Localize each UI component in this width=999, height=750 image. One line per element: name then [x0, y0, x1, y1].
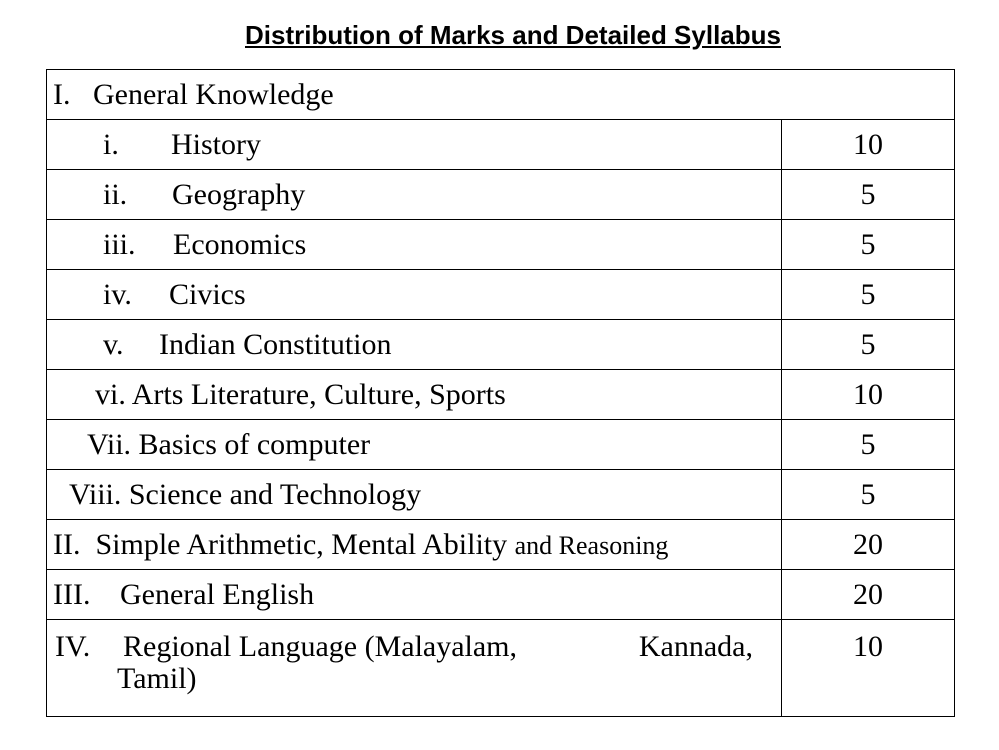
table-row: IV. Regional Language (Malayalam, Kannad…	[46, 619, 955, 717]
section-label-wrap: Tamil)	[117, 662, 197, 695]
marks-cell: 5	[781, 269, 955, 320]
item-label: Civics	[169, 277, 246, 311]
table-row: iii. Economics 5	[46, 219, 955, 270]
marks-cell: 20	[781, 519, 955, 570]
table-row: III. General English 20	[46, 569, 955, 620]
section-label: General English	[120, 577, 315, 611]
subject-cell: ii. Geography	[46, 169, 782, 220]
section-number: IV.	[55, 630, 91, 663]
item-number: i.	[103, 127, 119, 161]
item-label: Economics	[173, 227, 307, 261]
section-label: Regional Language (Malayalam,	[123, 630, 518, 663]
item-label: Science and Technology	[128, 477, 422, 511]
item-number: iii.	[103, 227, 136, 261]
subject-cell: Vii. Basics of computer	[46, 419, 782, 470]
subject-cell: i. History	[46, 119, 782, 170]
section-number: I.	[53, 77, 71, 111]
marks-cell: 5	[781, 469, 955, 520]
subject-cell: iii. Economics	[46, 219, 782, 270]
marks-cell: 10	[781, 369, 955, 420]
section-label: General Knowledge	[93, 77, 334, 111]
marks-cell: 10	[781, 619, 955, 717]
table-row: iv. Civics 5	[46, 269, 955, 320]
table-row: I. General Knowledge	[46, 69, 955, 120]
marks-cell: 5	[781, 419, 955, 470]
item-number: Vii.	[87, 427, 132, 461]
subject-cell: IV. Regional Language (Malayalam, Kannad…	[46, 619, 782, 717]
marks-cell: 10	[781, 119, 955, 170]
table-row: Vii. Basics of computer 5	[46, 419, 955, 470]
marks-cell: 5	[781, 319, 955, 370]
item-number: iv.	[103, 277, 132, 311]
section-label-small: and Reasoning	[514, 530, 669, 560]
item-label: History	[171, 127, 261, 161]
table-row: Viii. Science and Technology 5	[46, 469, 955, 520]
section-number: III.	[53, 577, 91, 611]
subject-cell: iv. Civics	[46, 269, 782, 320]
page-title: Distribution of Marks and Detailed Sylla…	[245, 20, 781, 50]
table-row: i. History 10	[46, 119, 955, 170]
item-label: Geography	[172, 177, 306, 211]
section-number: II.	[53, 527, 81, 561]
subject-cell: Viii. Science and Technology	[46, 469, 782, 520]
subject-cell: III. General English	[46, 569, 782, 620]
section-heading: I. General Knowledge	[46, 69, 955, 120]
item-number: vi.	[95, 377, 126, 411]
marks-cell: 5	[781, 219, 955, 270]
item-label: Indian Constitution	[159, 327, 392, 361]
subject-cell: vi. Arts Literature, Culture, Sports	[46, 369, 782, 420]
table-row: v. Indian Constitution 5	[46, 319, 955, 370]
section-label: Simple Arithmetic, Mental Ability	[95, 527, 508, 561]
section-label-cont: Kannada,	[638, 630, 753, 663]
marks-cell: 20	[781, 569, 955, 620]
table-row: ii. Geography 5	[46, 169, 955, 220]
marks-table: I. General Knowledge i. History 10 ii. Geog…	[46, 69, 955, 717]
subject-cell: II. Simple Arithmetic, Mental Ability an…	[46, 519, 782, 570]
item-number: Viii.	[69, 477, 122, 511]
subject-cell: v. Indian Constitution	[46, 319, 782, 370]
marks-cell: 5	[781, 169, 955, 220]
item-label: Arts Literature, Culture, Sports	[131, 377, 506, 411]
item-number: v.	[103, 327, 124, 361]
item-label: Basics of computer	[138, 427, 371, 461]
table-row: II. Simple Arithmetic, Mental Ability an…	[46, 519, 955, 570]
table-row: vi. Arts Literature, Culture, Sports 10	[46, 369, 955, 420]
item-number: ii.	[103, 177, 128, 211]
